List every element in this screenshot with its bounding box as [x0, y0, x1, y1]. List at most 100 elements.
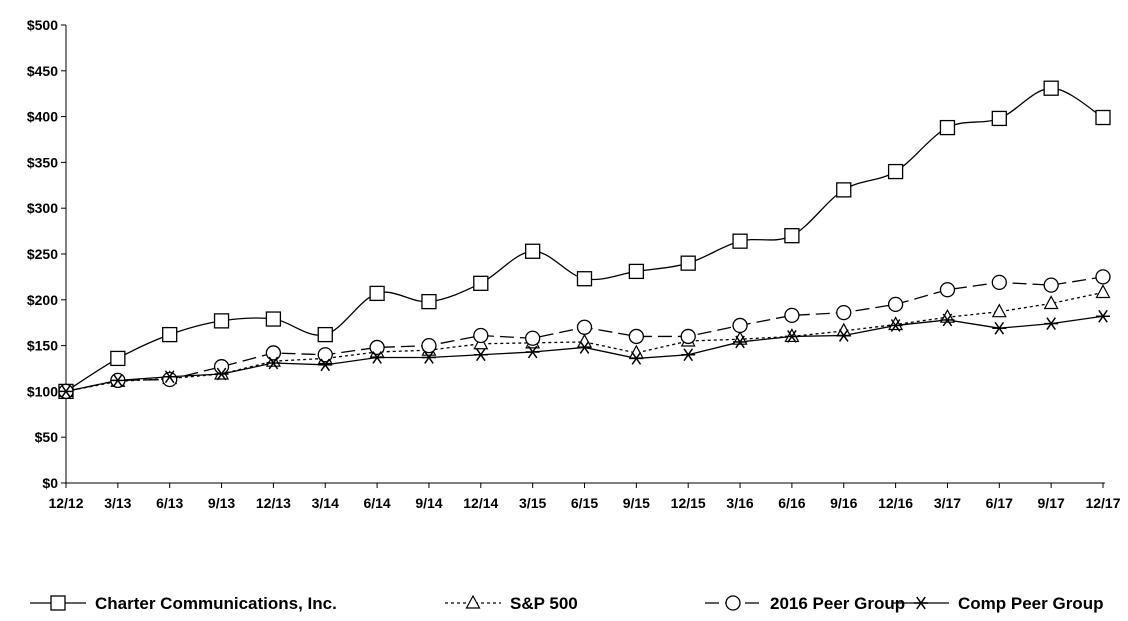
data-point-charter-communications-inc: [836, 182, 852, 198]
data-point-2016-peer-group: [1095, 269, 1111, 285]
data-point-charter-communications-inc: [576, 271, 593, 287]
data-point-charter-communications-inc: [1095, 109, 1111, 126]
y-tick-label: $500: [27, 17, 58, 33]
data-point-s-p-500: [576, 333, 593, 348]
x-tick-label: 6/13: [156, 495, 183, 511]
data-point-2016-peer-group: [525, 330, 541, 346]
data-point-comp-peer-group: [525, 345, 540, 359]
data-point-comp-peer-group: [784, 330, 799, 343]
data-point-2016-peer-group: [265, 345, 282, 361]
data-point-2016-peer-group: [628, 328, 644, 345]
x-tick-label: 3/17: [934, 495, 961, 511]
data-point-comp-peer-group: [577, 341, 592, 354]
x-tick-label: 12/17: [1085, 495, 1120, 511]
y-tick-label: $300: [27, 200, 58, 216]
data-point-2016-peer-group: [732, 317, 748, 334]
x-tick-label: 6/15: [571, 495, 598, 511]
data-point-charter-communications-inc: [939, 119, 956, 136]
data-point-comp-peer-group: [266, 356, 281, 370]
data-point-comp-peer-group: [1096, 309, 1110, 323]
legend-marker-comp-peer-group: [914, 596, 928, 610]
x-tick-label: 12/16: [878, 495, 913, 511]
data-point-s-p-500: [991, 303, 1007, 318]
y-tick-label: $200: [27, 292, 58, 308]
x-tick-label: 6/14: [363, 495, 390, 511]
data-point-2016-peer-group: [576, 319, 593, 335]
data-point-2016-peer-group: [784, 307, 800, 324]
data-point-comp-peer-group: [214, 367, 229, 381]
x-tick-label: 3/16: [726, 495, 753, 511]
data-point-charter-communications-inc: [162, 326, 178, 343]
x-tick-label: 3/13: [104, 495, 131, 511]
data-point-2016-peer-group: [473, 327, 489, 344]
data-point-2016-peer-group: [887, 296, 904, 313]
data-point-2016-peer-group: [1043, 277, 1059, 293]
data-point-comp-peer-group: [992, 321, 1007, 335]
data-point-s-p-500: [1095, 284, 1111, 299]
y-tick-label: $0: [42, 475, 58, 491]
x-tick-label: 12/14: [463, 495, 498, 511]
data-point-comp-peer-group: [318, 358, 333, 372]
data-point-2016-peer-group: [939, 282, 956, 298]
x-tick-label: 9/14: [415, 495, 442, 511]
x-tick-label: 9/17: [1038, 495, 1065, 511]
data-point-comp-peer-group: [629, 352, 644, 365]
data-point-comp-peer-group: [1044, 317, 1059, 330]
data-point-charter-communications-inc: [732, 233, 748, 249]
data-point-comp-peer-group: [681, 348, 696, 362]
x-tick-label: 12/13: [256, 495, 291, 511]
data-point-2016-peer-group: [317, 347, 333, 363]
data-point-charter-communications-inc: [369, 285, 385, 302]
y-tick-label: $150: [27, 338, 58, 354]
legend-label-comp-peer-group: Comp Peer Group: [958, 594, 1103, 613]
data-point-2016-peer-group: [369, 339, 385, 356]
data-point-2016-peer-group: [836, 304, 852, 321]
data-point-charter-communications-inc: [265, 311, 282, 327]
data-point-2016-peer-group: [680, 328, 696, 345]
legend-marker-charter-communications-inc: [50, 595, 66, 611]
data-point-comp-peer-group: [733, 335, 748, 349]
data-point-2016-peer-group: [213, 359, 230, 375]
legend-label-s-p-500: S&P 500: [510, 594, 578, 613]
data-point-comp-peer-group: [888, 319, 903, 332]
data-point-comp-peer-group: [162, 370, 177, 384]
x-tick-label: 9/15: [623, 495, 650, 511]
x-tick-label: 9/16: [830, 495, 857, 511]
data-point-2016-peer-group: [421, 337, 437, 354]
data-point-charter-communications-inc: [473, 275, 489, 291]
data-point-comp-peer-group: [940, 313, 955, 327]
data-point-2016-peer-group: [162, 371, 178, 388]
data-point-charter-communications-inc: [110, 350, 126, 367]
data-point-comp-peer-group: [110, 374, 125, 387]
x-tick-label: 12/15: [671, 495, 706, 511]
x-tick-label: 3/14: [312, 495, 339, 511]
y-tick-label: $50: [35, 429, 59, 445]
legend-marker-s-p-500: [465, 594, 481, 609]
x-tick-label: 12/12: [48, 495, 83, 511]
x-tick-label: 9/13: [208, 495, 235, 511]
data-point-charter-communications-inc: [680, 255, 696, 271]
y-tick-label: $450: [27, 63, 58, 79]
y-tick-label: $100: [27, 383, 58, 399]
data-point-2016-peer-group: [991, 274, 1007, 291]
data-point-comp-peer-group: [836, 329, 851, 342]
data-point-charter-communications-inc: [421, 293, 437, 310]
data-point-charter-communications-inc: [525, 243, 541, 259]
x-tick-label: 6/17: [986, 495, 1013, 511]
y-tick-label: $400: [27, 109, 58, 125]
data-point-comp-peer-group: [59, 385, 73, 398]
legend-label-charter-communications-inc: Charter Communications, Inc.: [95, 594, 337, 613]
data-point-comp-peer-group: [473, 348, 488, 362]
x-tick-label: 3/15: [519, 495, 546, 511]
legend-marker-2016-peer-group: [725, 595, 741, 611]
data-point-comp-peer-group: [370, 351, 385, 364]
data-point-comp-peer-group: [421, 351, 436, 364]
y-tick-label: $250: [27, 246, 58, 262]
legend-label-2016-peer-group: 2016 Peer Group: [770, 594, 905, 613]
x-tick-label: 6/16: [778, 495, 805, 511]
data-point-charter-communications-inc: [213, 313, 230, 329]
data-point-s-p-500: [1043, 295, 1059, 310]
y-tick-label: $350: [27, 154, 58, 170]
